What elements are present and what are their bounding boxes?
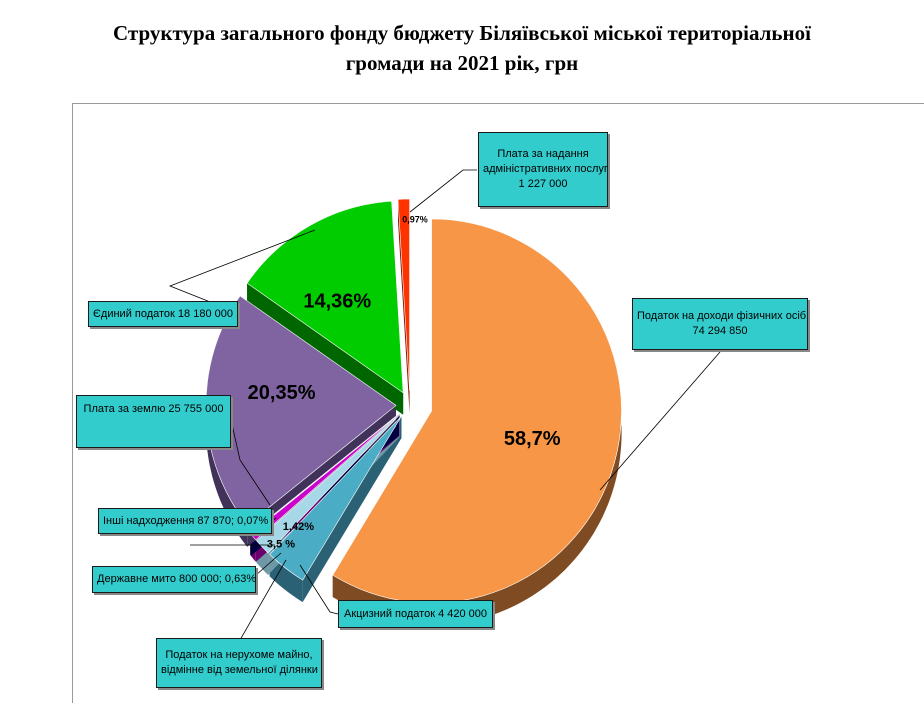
- pie-tops: [205, 198, 622, 604]
- leader-line-3: [230, 419, 271, 506]
- chart-frame: [72, 103, 924, 703]
- leader-line-0: [599, 351, 721, 491]
- slice-wall-start-6: [247, 283, 404, 415]
- slice-side-1: [269, 554, 303, 603]
- callout-admin-fees: Плата за надання адміністративних послуг…: [478, 132, 608, 207]
- callout-excise-tax-text: Акцизний податок 4 420 000: [343, 607, 488, 620]
- leader-line-6: [299, 564, 339, 615]
- slice-wall-start-7: [398, 199, 410, 414]
- chart-title-line-1: Структура загального фонду бюджету Біляї…: [113, 21, 811, 45]
- leader-line-5: [255, 552, 282, 576]
- callout-land-fee-text: Плата за землю 25 755 000: [83, 403, 224, 415]
- chart-title: Структура загального фонду бюджету Біляї…: [0, 18, 924, 78]
- pie-chart: 58,7% 3,5 % 1,42% 20,35% 14,36% 0,97%: [168, 169, 721, 641]
- callout-property-tax-label-1: Податок на нерухоме майно,: [165, 649, 313, 661]
- leader-line-4: [271, 517, 277, 522]
- callout-pdfo-label: Податок на доходи фізичних осіб: [637, 310, 807, 322]
- callout-property-tax-label-2: відмінне від земельної ділянки: [161, 664, 318, 676]
- chart-title-line-2: громади на 2021 рік, грн: [345, 51, 579, 75]
- callout-single-tax: Єдиний податок 18 180 000: [88, 301, 238, 327]
- slice-percent-label-7: 0,97%: [402, 214, 428, 224]
- slice-2: [255, 414, 401, 554]
- slice-percent-label-0: 58,7%: [504, 428, 561, 450]
- slice-1: [269, 415, 402, 581]
- callout-state-duty: Державне мито 800 000; 0,63%: [92, 566, 256, 593]
- slice-percent-label-5: 20,35%: [248, 382, 316, 404]
- callout-land-fee: Плата за землю 25 755 000: [76, 395, 231, 448]
- callout-other-income: Інші надходження 87 870; 0,07%: [98, 508, 272, 534]
- callout-admin-label-1: Плата за надання: [497, 148, 589, 160]
- slice-6: [246, 200, 404, 394]
- callout-single-tax-text: Єдиний податок 18 180 000: [93, 307, 233, 320]
- callout-admin-value: 1 227 000: [518, 178, 568, 190]
- leader-line-7: [239, 559, 287, 641]
- callout-pdfo: Податок на доходи фізичних осіб 74 294 8…: [632, 298, 808, 350]
- callout-state-duty-text: Державне мито 800 000; 0,63%: [97, 573, 257, 585]
- slice-percent-label-2: 1,42%: [283, 521, 314, 533]
- callout-other-income-text: Інші надходження 87 870; 0,07%: [103, 514, 269, 527]
- callout-pdfo-value: 74 294 850: [692, 325, 748, 337]
- slice-7: [397, 198, 410, 392]
- slice-percent-label-6: 14,36%: [303, 291, 371, 313]
- leader-line-1: [409, 169, 477, 213]
- slice-percent-label-1: 3,5 %: [267, 539, 295, 551]
- callout-admin-label-2: адміністративних послуг: [483, 163, 608, 175]
- callout-property-tax: Податок на нерухоме майно, відмінне від …: [156, 638, 322, 688]
- callout-excise-tax: Акцизний податок 4 420 000: [338, 600, 493, 628]
